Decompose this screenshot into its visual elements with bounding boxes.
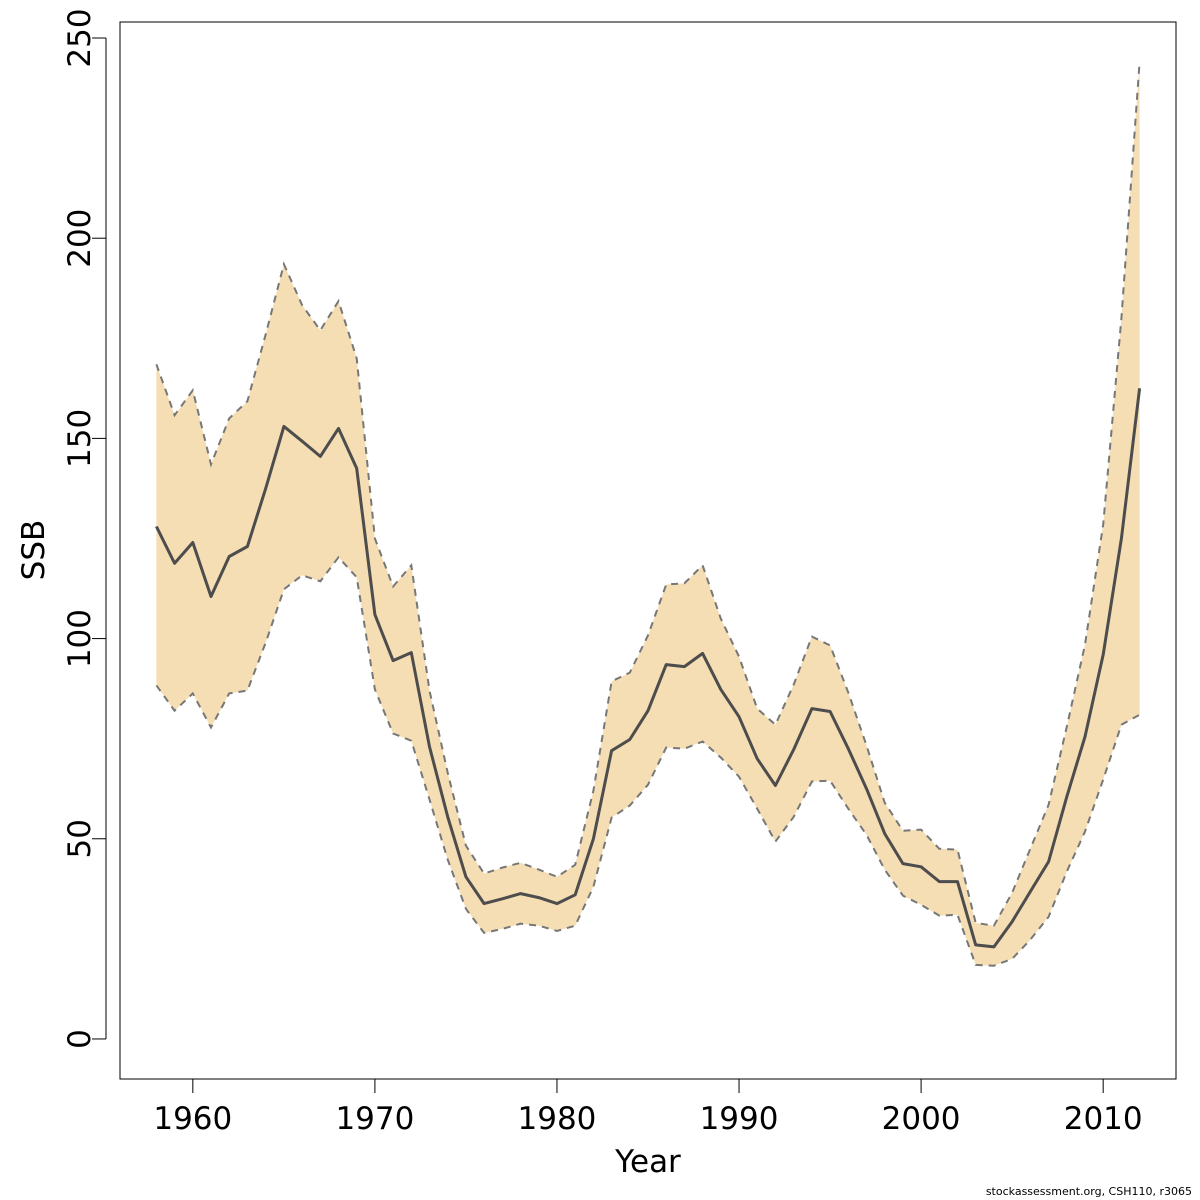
x-axis: 1960 1970 1980 1990 2000 2010 xyxy=(153,1078,1143,1137)
x-axis-title: Year xyxy=(614,1144,681,1180)
confidence-band-layer xyxy=(156,62,1140,966)
y-axis: 0 50 100 150 200 250 xyxy=(62,8,107,1049)
x-tick-label: 1960 xyxy=(153,1101,232,1137)
lower-bound-line xyxy=(155,555,1141,967)
y-tick-label: 200 xyxy=(62,209,98,268)
x-tick-label: 1990 xyxy=(700,1101,779,1137)
y-axis-title: SSB xyxy=(16,520,52,581)
y-tick-label: 100 xyxy=(62,609,98,668)
confidence-band xyxy=(156,62,1140,966)
x-tick-label: 2010 xyxy=(1064,1101,1143,1137)
y-tick-label: 50 xyxy=(62,819,98,858)
x-tick-label: 1980 xyxy=(518,1101,597,1137)
y-tick-label: 250 xyxy=(62,8,98,67)
y-tick-label: 150 xyxy=(62,409,98,468)
credit-text: stockassessment.org, CSH110, r3065 xyxy=(985,1185,1192,1198)
ssb-estimate-line xyxy=(155,388,1142,949)
y-tick-label: 0 xyxy=(62,1029,98,1049)
x-tick-label: 1970 xyxy=(335,1101,414,1137)
upper-bound-line xyxy=(155,61,1141,927)
x-tick-label: 2000 xyxy=(882,1101,961,1137)
series-line-layer xyxy=(155,61,1142,967)
